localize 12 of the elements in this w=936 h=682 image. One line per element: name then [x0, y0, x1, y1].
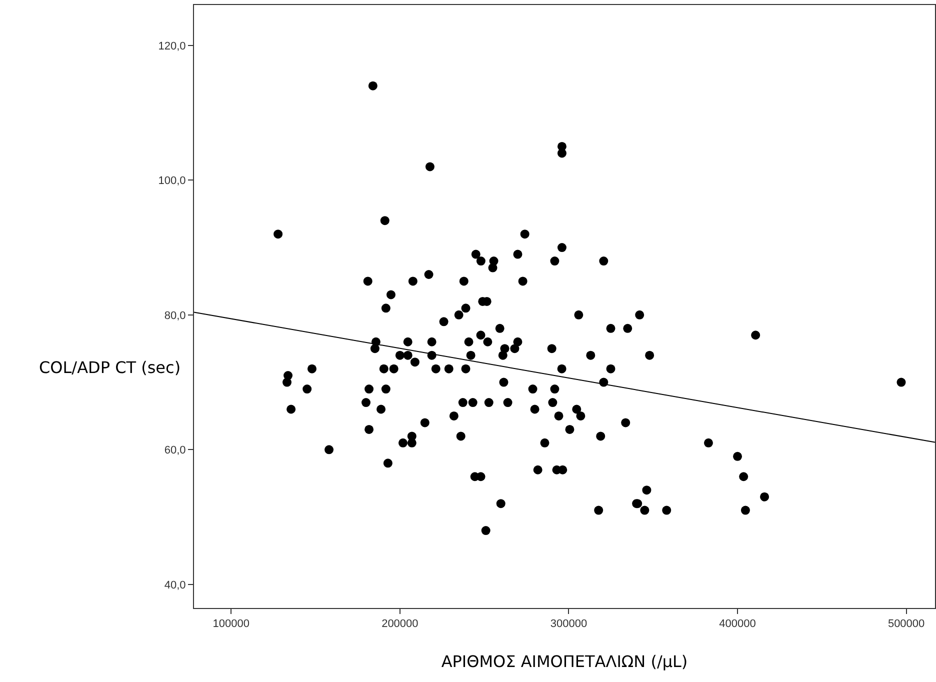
x-axis-title: ΑΡΙΘΜΟΣ ΑΙΜΟΠΕΤΑΛΙΩΝ (/μL): [441, 652, 688, 671]
y-axis-title: COL/ADP CT (sec): [39, 358, 181, 377]
x-tick-label: 300000: [550, 618, 588, 630]
x-tick-label: 100000: [212, 618, 250, 630]
y-tick-label: 60,0: [164, 444, 186, 457]
y-tick-label: 40,0: [164, 579, 186, 592]
y-tick-label: 80,0: [164, 310, 186, 322]
y-tick-label: 120,0: [158, 40, 186, 52]
x-tick-label: 200000: [382, 618, 418, 630]
x-tick-label: 500000: [888, 618, 925, 630]
y-tick-label: 100,0: [158, 175, 186, 188]
x-tick-label: 400000: [719, 618, 756, 630]
